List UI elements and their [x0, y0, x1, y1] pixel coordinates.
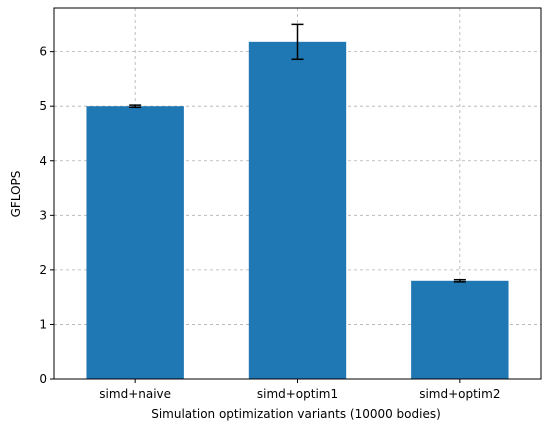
y-tick-label: 6 [39, 45, 47, 59]
y-axis-label: GFLOPS [9, 171, 23, 218]
bar-simd+optim1 [248, 41, 347, 379]
bar-simd+optim2 [411, 280, 509, 379]
x-tick-label: simd+optim1 [257, 387, 338, 401]
y-tick-label: 0 [39, 372, 47, 386]
x-axis-label: Simulation optimization variants (10000 … [151, 407, 441, 421]
x-tick-label: simd+optim2 [419, 387, 500, 401]
y-tick-label: 2 [39, 263, 47, 277]
y-tick-label: 1 [39, 317, 47, 331]
bar-simd+naive [86, 106, 184, 380]
error-bars [129, 23, 466, 283]
x-tick-label: simd+naive [99, 387, 171, 401]
y-tick-label: 3 [39, 208, 47, 222]
y-tick-label: 4 [39, 154, 47, 168]
y-tick-label: 5 [39, 99, 47, 113]
y-axis-ticks: 0 1 2 3 4 5 6 [39, 45, 54, 386]
x-axis-ticks: simd+naive simd+optim1 simd+optim2 [99, 379, 500, 401]
bars [86, 41, 509, 380]
